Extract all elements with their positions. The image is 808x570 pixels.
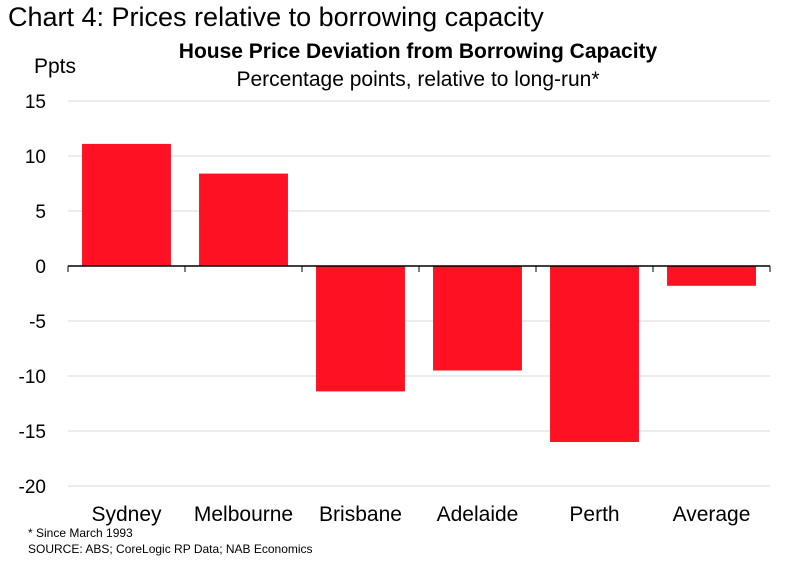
chart-subtitle: Percentage points, relative to long-run* — [236, 68, 600, 91]
x-category-label: Average — [673, 503, 751, 526]
y-axis-unit-label: Ppts — [34, 55, 77, 78]
y-tick-label: 5 — [35, 202, 46, 223]
axes — [67, 265, 771, 272]
x-category-label: Perth — [569, 503, 619, 526]
chart-heading: Chart 4: Prices relative to borrowing ca… — [8, 2, 544, 32]
bar — [550, 266, 639, 442]
y-tick-label: 10 — [25, 147, 46, 168]
bar — [433, 266, 522, 371]
bar — [199, 173, 288, 266]
tick-labels: 15 10 5 0 -5 -10 -15 -20 Sydney Melbourne Brisbane… — [19, 92, 751, 526]
bar — [667, 266, 756, 286]
source-note: SOURCE: ABS; CoreLogic RP Data; NAB Econ… — [28, 542, 313, 556]
x-category-label: Melbourne — [194, 503, 293, 526]
chart-title: House Price Deviation from Borrowing Cap… — [178, 40, 658, 63]
x-category-label: Brisbane — [319, 503, 402, 526]
y-tick-label: -15 — [19, 422, 46, 443]
bar — [316, 266, 405, 392]
y-tick-label: -10 — [19, 367, 46, 388]
y-tick-label: -20 — [19, 477, 46, 498]
y-tick-label: 0 — [35, 257, 46, 278]
y-tick-label: -5 — [29, 312, 46, 333]
x-category-label: Sydney — [91, 503, 162, 526]
bar — [82, 143, 171, 266]
footnote: * Since March 1993 — [28, 526, 133, 540]
gridlines — [68, 100, 770, 487]
x-category-label: Adelaide — [437, 503, 519, 526]
y-tick-label: 15 — [25, 92, 46, 113]
bars — [82, 143, 756, 442]
